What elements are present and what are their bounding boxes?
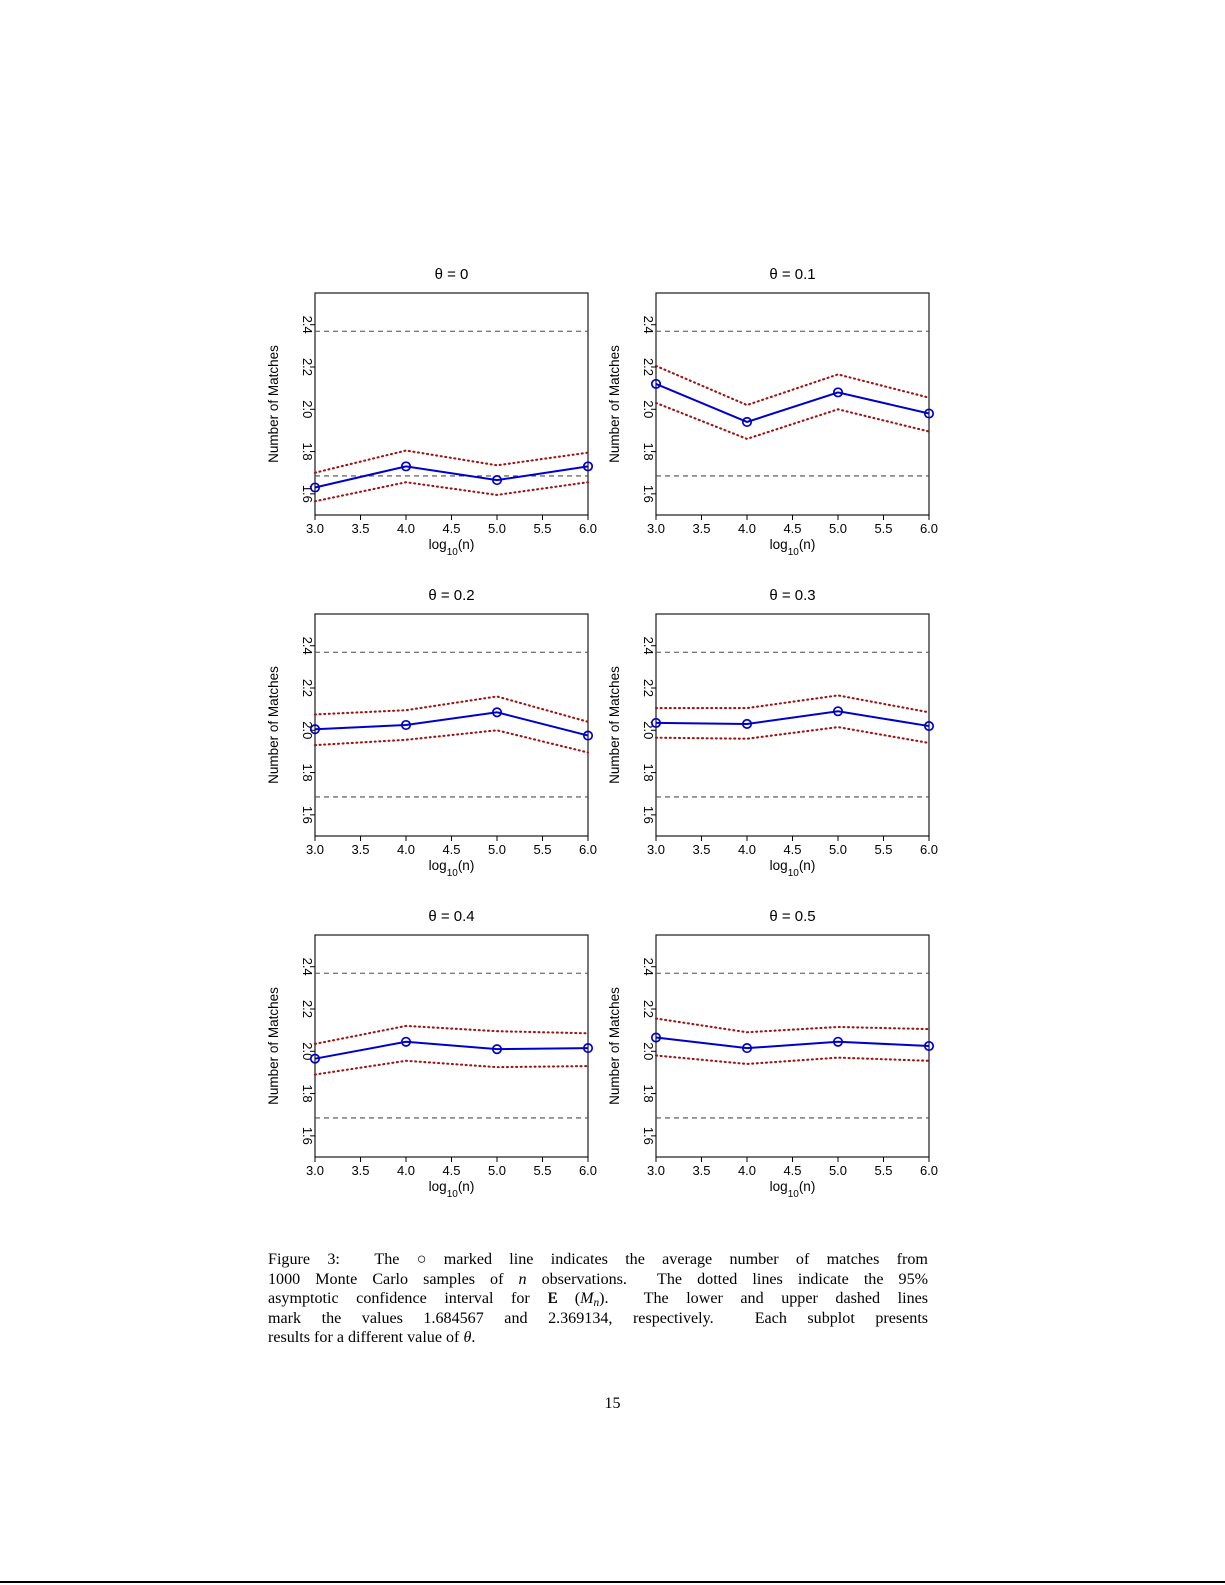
- svg-text:5.5: 5.5: [533, 842, 551, 857]
- svg-text:2.2: 2.2: [300, 358, 315, 376]
- svg-text:3.0: 3.0: [647, 521, 665, 536]
- svg-text:θ = 0.2: θ = 0.2: [428, 587, 474, 604]
- svg-text:3.0: 3.0: [306, 842, 324, 857]
- svg-text:θ = 0: θ = 0: [435, 266, 469, 283]
- svg-text:2.0: 2.0: [300, 1042, 315, 1060]
- svg-text:2.0: 2.0: [641, 400, 656, 418]
- svg-text:2.2: 2.2: [641, 1000, 656, 1018]
- svg-text:log10(n): log10(n): [770, 537, 816, 555]
- svg-text:4.5: 4.5: [783, 842, 801, 857]
- svg-text:log10(n): log10(n): [429, 537, 475, 555]
- svg-text:4.0: 4.0: [738, 521, 756, 536]
- svg-text:5.0: 5.0: [488, 1163, 506, 1178]
- svg-text:Number of Matches: Number of Matches: [607, 345, 622, 463]
- svg-text:5.0: 5.0: [829, 521, 847, 536]
- svg-text:3.5: 3.5: [351, 842, 369, 857]
- svg-text:3.0: 3.0: [647, 842, 665, 857]
- svg-text:4.5: 4.5: [442, 842, 460, 857]
- svg-text:2.0: 2.0: [300, 400, 315, 418]
- svg-text:6.0: 6.0: [579, 842, 597, 857]
- svg-text:1.6: 1.6: [300, 485, 315, 503]
- svg-text:5.0: 5.0: [829, 1163, 847, 1178]
- svg-text:4.0: 4.0: [397, 1163, 415, 1178]
- svg-text:Number of Matches: Number of Matches: [607, 987, 622, 1105]
- svg-text:log10(n): log10(n): [770, 858, 816, 876]
- svg-text:3.5: 3.5: [351, 521, 369, 536]
- svg-text:2.0: 2.0: [300, 721, 315, 739]
- svg-text:log10(n): log10(n): [770, 1179, 816, 1197]
- svg-text:2.2: 2.2: [300, 1000, 315, 1018]
- svg-text:5.0: 5.0: [829, 842, 847, 857]
- svg-text:4.5: 4.5: [442, 1163, 460, 1178]
- svg-text:3.5: 3.5: [351, 1163, 369, 1178]
- svg-text:2.2: 2.2: [300, 679, 315, 697]
- svg-text:6.0: 6.0: [920, 842, 938, 857]
- svg-text:θ = 0.4: θ = 0.4: [428, 908, 474, 925]
- svg-text:1.6: 1.6: [300, 1127, 315, 1145]
- svg-text:1.6: 1.6: [300, 806, 315, 824]
- svg-text:θ = 0.5: θ = 0.5: [769, 908, 815, 925]
- svg-text:6.0: 6.0: [920, 521, 938, 536]
- svg-text:5.5: 5.5: [533, 1163, 551, 1178]
- svg-text:4.5: 4.5: [783, 1163, 801, 1178]
- svg-text:3.0: 3.0: [647, 1163, 665, 1178]
- svg-text:6.0: 6.0: [579, 1163, 597, 1178]
- svg-text:log10(n): log10(n): [429, 1179, 475, 1197]
- svg-text:3.0: 3.0: [306, 521, 324, 536]
- svg-text:1.8: 1.8: [300, 1085, 315, 1103]
- svg-text:5.5: 5.5: [874, 842, 892, 857]
- svg-text:2.2: 2.2: [641, 358, 656, 376]
- svg-text:4.0: 4.0: [397, 842, 415, 857]
- svg-text:θ = 0.3: θ = 0.3: [769, 587, 815, 604]
- svg-text:2.4: 2.4: [300, 316, 315, 334]
- svg-text:3.5: 3.5: [692, 842, 710, 857]
- svg-text:1.8: 1.8: [641, 764, 656, 782]
- svg-text:Number of Matches: Number of Matches: [607, 666, 622, 784]
- svg-text:1.8: 1.8: [641, 1085, 656, 1103]
- svg-text:2.4: 2.4: [641, 958, 656, 976]
- svg-text:5.0: 5.0: [488, 521, 506, 536]
- svg-text:5.5: 5.5: [874, 1163, 892, 1178]
- svg-text:2.0: 2.0: [641, 1042, 656, 1060]
- svg-text:2.4: 2.4: [641, 316, 656, 334]
- svg-text:Number of Matches: Number of Matches: [266, 987, 281, 1105]
- svg-text:6.0: 6.0: [579, 521, 597, 536]
- svg-text:1.8: 1.8: [300, 443, 315, 461]
- svg-text:6.0: 6.0: [920, 1163, 938, 1178]
- svg-text:Number of Matches: Number of Matches: [266, 666, 281, 784]
- svg-text:3.0: 3.0: [306, 1163, 324, 1178]
- svg-text:5.5: 5.5: [874, 521, 892, 536]
- svg-text:4.0: 4.0: [397, 521, 415, 536]
- svg-text:4.0: 4.0: [738, 842, 756, 857]
- svg-text:2.2: 2.2: [641, 679, 656, 697]
- svg-text:4.0: 4.0: [738, 1163, 756, 1178]
- svg-text:3.5: 3.5: [692, 521, 710, 536]
- svg-text:1.8: 1.8: [300, 764, 315, 782]
- svg-text:2.0: 2.0: [641, 721, 656, 739]
- svg-text:θ = 0.1: θ = 0.1: [769, 266, 815, 283]
- svg-text:1.6: 1.6: [641, 485, 656, 503]
- svg-text:4.5: 4.5: [783, 521, 801, 536]
- svg-text:1.8: 1.8: [641, 443, 656, 461]
- svg-text:log10(n): log10(n): [429, 858, 475, 876]
- svg-text:5.5: 5.5: [533, 521, 551, 536]
- svg-text:1.6: 1.6: [641, 1127, 656, 1145]
- svg-text:1.6: 1.6: [641, 806, 656, 824]
- svg-text:2.4: 2.4: [300, 637, 315, 655]
- svg-text:Number of Matches: Number of Matches: [266, 345, 281, 463]
- svg-text:5.0: 5.0: [488, 842, 506, 857]
- svg-text:3.5: 3.5: [692, 1163, 710, 1178]
- svg-text:2.4: 2.4: [300, 958, 315, 976]
- svg-text:2.4: 2.4: [641, 637, 656, 655]
- svg-text:4.5: 4.5: [442, 521, 460, 536]
